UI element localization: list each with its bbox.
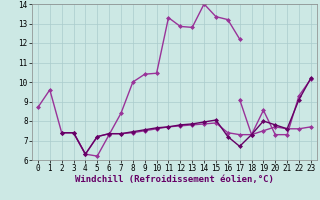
X-axis label: Windchill (Refroidissement éolien,°C): Windchill (Refroidissement éolien,°C)	[75, 175, 274, 184]
